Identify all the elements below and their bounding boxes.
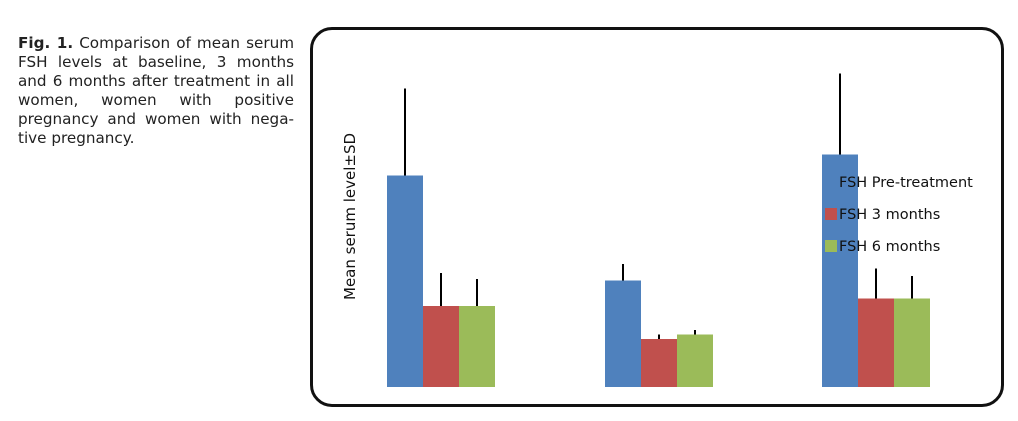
bars-layer: [387, 154, 930, 387]
bar-series-3-group-3: [894, 298, 930, 387]
chart-frame: [310, 27, 1004, 407]
bar-series-1-group-2: [605, 280, 641, 387]
bar-series-2-group-1: [423, 306, 459, 387]
bar-series-3-group-2: [677, 334, 713, 387]
legend-label-2: FSH 3 months: [839, 207, 940, 223]
legend-swatch-3: [825, 240, 837, 252]
y-axis-label: Mean serum level±SD: [341, 133, 359, 300]
legend-label-1: FSH Pre-treatment: [839, 175, 973, 191]
figure-caption: Fig. 1. Comparison of mean serum FSH lev…: [18, 34, 294, 148]
legend: FSH Pre-treatment FSH 3 months FSH 6 month…: [825, 175, 973, 255]
legend-label-3: FSH 6 months: [839, 239, 940, 255]
bar-series-1-group-1: [387, 175, 423, 387]
bar-series-3-group-1: [459, 306, 495, 387]
figure-label: Fig. 1.: [18, 34, 74, 52]
legend-swatch-2: [825, 208, 837, 220]
bar-series-2-group-3: [858, 298, 894, 387]
error-bars-layer: [404, 73, 913, 339]
bar-series-1-group-3: [822, 154, 858, 387]
legend-swatch-1: [825, 176, 837, 188]
bar-series-2-group-2: [641, 339, 677, 387]
caption-text: Comparison of mean serum FSH levels at b…: [18, 34, 295, 147]
